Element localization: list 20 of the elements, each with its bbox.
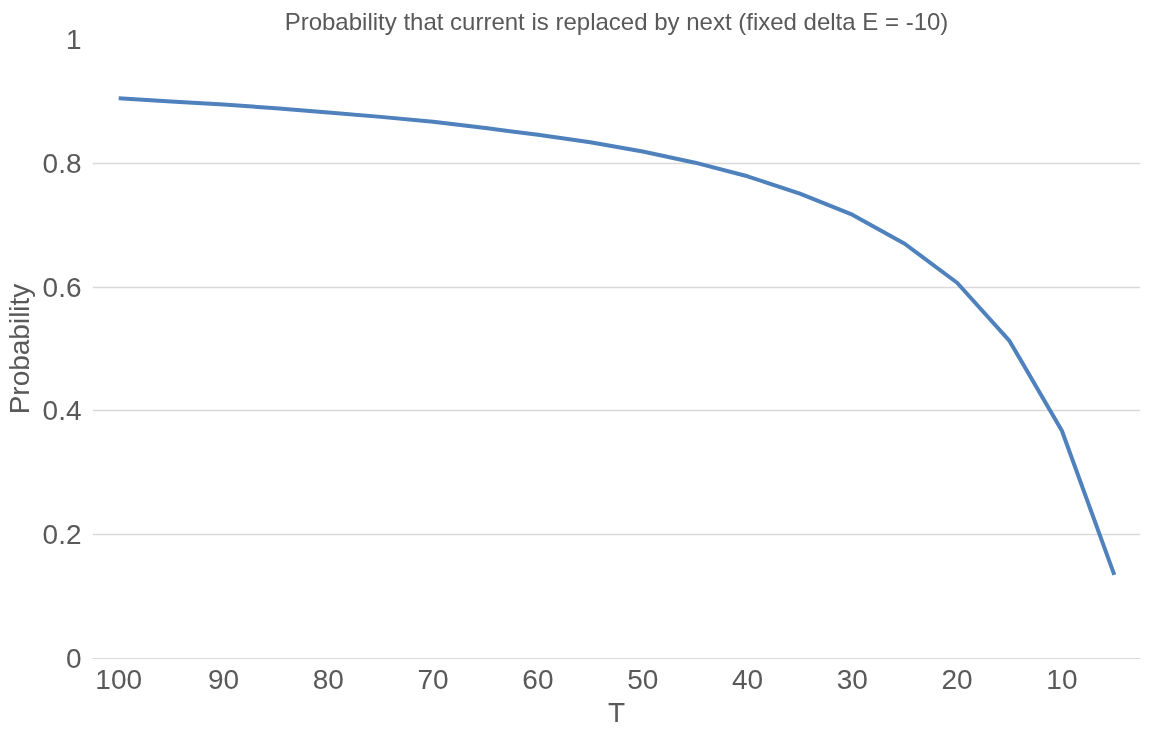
x-tick-label: 30: [836, 663, 868, 695]
x-tick-label: 90: [207, 663, 240, 695]
x-tick-label: 80: [312, 663, 344, 695]
x-tick-label: 40: [731, 663, 764, 695]
x-tick-label: 50: [627, 663, 659, 695]
chart-title: Probability that current is replaced by next (fixed delta E = -10): [284, 7, 949, 35]
y-tick-label: 1: [65, 24, 82, 55]
line-series: [116, 96, 1117, 577]
y-tick-label: 0.6: [42, 271, 82, 303]
y-tick-label: 0.2: [42, 519, 82, 551]
x-tick-label: 10: [1046, 663, 1078, 695]
y-tick-label: 0: [65, 643, 82, 674]
x-tick-label: 60: [522, 663, 554, 695]
x-tick-label: 20: [941, 663, 973, 695]
x-axis-title: T: [607, 696, 626, 728]
y-tick-label: 0.8: [42, 147, 82, 179]
y-axis-title: Probability: [3, 283, 35, 415]
x-tick-label: 70: [417, 663, 449, 695]
x-tick-label: 100: [95, 663, 143, 695]
y-tick-label: 0.4: [42, 395, 82, 427]
